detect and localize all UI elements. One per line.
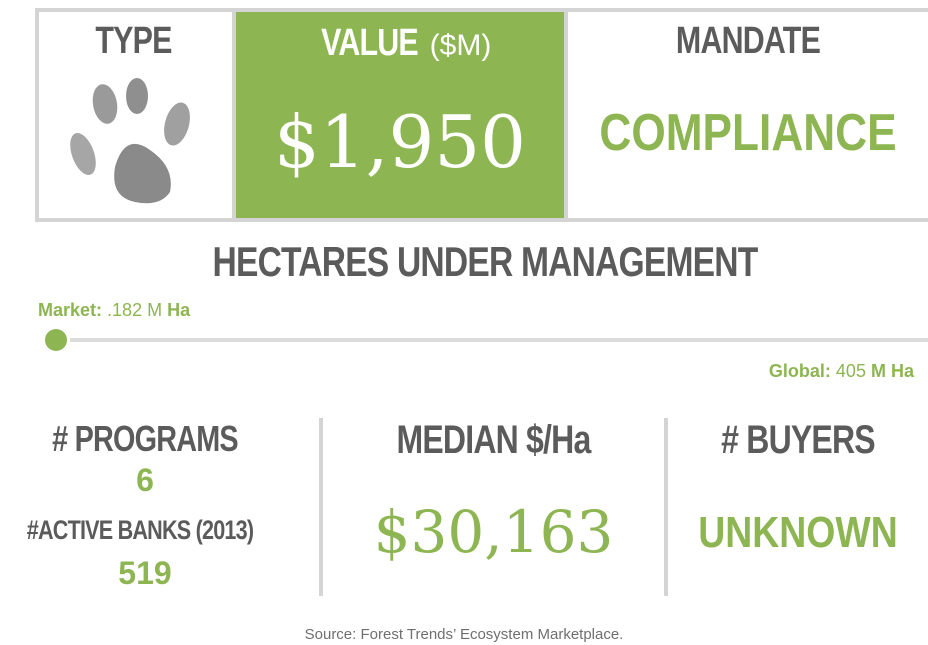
paw-icon	[70, 78, 190, 204]
value-heading: VALUE ($M)	[232, 22, 568, 65]
slider	[45, 329, 928, 351]
market-value: .182 M	[107, 300, 163, 320]
divider	[319, 418, 323, 596]
value-amount: $1,950	[274, 100, 526, 184]
global-unit: M Ha	[870, 361, 914, 381]
value-cell	[232, 8, 568, 222]
divider	[664, 418, 668, 596]
banks-value: 519	[118, 555, 172, 591]
mandate-label: MANDATE	[675, 20, 821, 62]
programs-label: # PROGRAMS	[52, 418, 238, 459]
median-value: $30,163	[373, 498, 614, 566]
global-value: 405	[835, 361, 866, 381]
value-label: VALUE	[320, 22, 419, 64]
median-label: MEDIAN $/Ha	[396, 418, 592, 462]
programs-value: 6	[136, 462, 154, 498]
market-unit: Ha	[167, 300, 191, 320]
buyers-label: # BUYERS	[721, 418, 875, 462]
mandate-value: COMPLIANCE	[599, 104, 897, 162]
hectares-title: HECTARES UNDER MANAGEMENT	[212, 238, 759, 285]
banks-label: #ACTIVE BANKS (2013)	[26, 515, 254, 545]
market-label: Market:	[38, 300, 103, 320]
source: Source: Forest Trends’ Ecosystem Marketp…	[304, 626, 624, 643]
market-text: Market: .182 M Ha	[38, 300, 190, 321]
buyers-value: UNKNOWN	[698, 508, 898, 557]
global-text: Global: 405 M Ha	[769, 361, 914, 382]
type-label: TYPE	[95, 20, 172, 62]
global-label: Global:	[768, 361, 831, 381]
value-unit: ($M)	[429, 29, 492, 62]
